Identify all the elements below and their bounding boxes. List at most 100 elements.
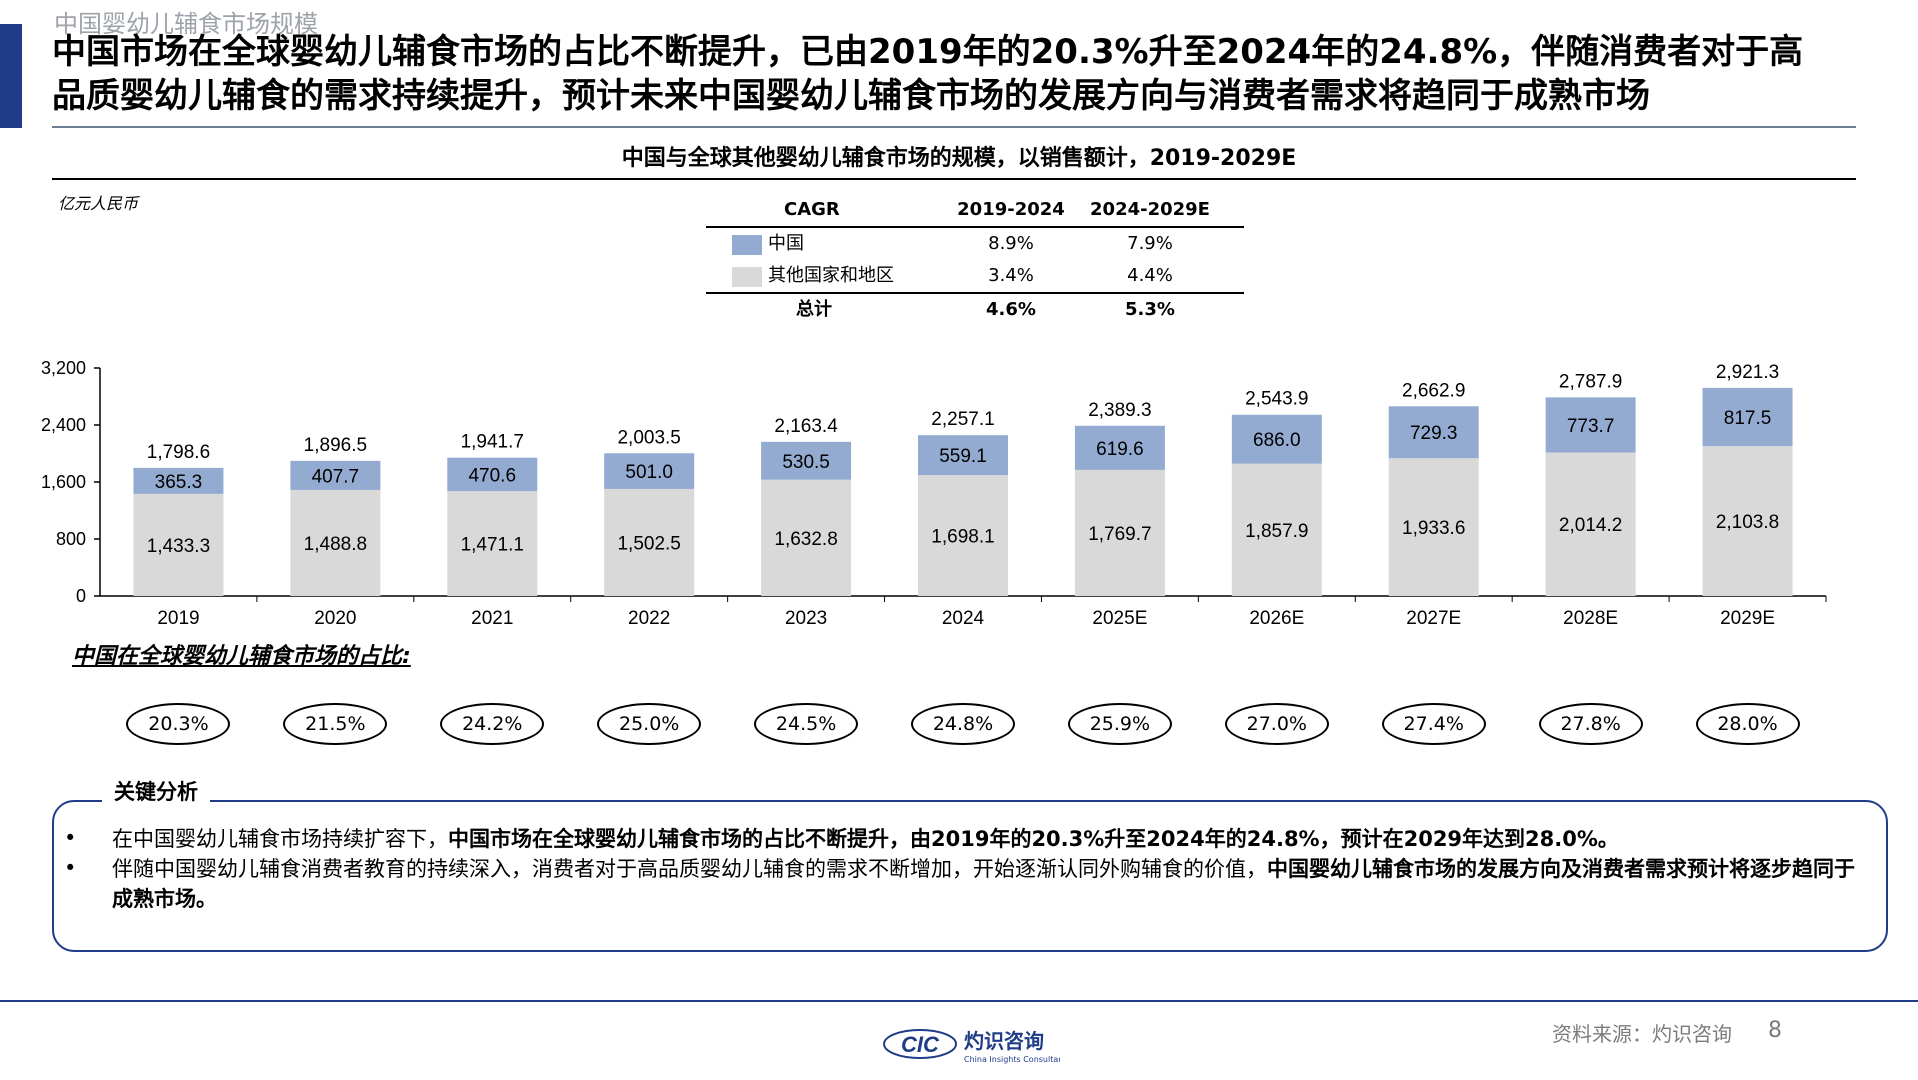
- key-analysis-title: 关键分析: [102, 776, 210, 806]
- logo-cn: 灼识咨询: [964, 1029, 1044, 1053]
- bar-segment-china: [761, 441, 852, 480]
- source-note: 资料来源：灼识咨询: [1552, 1022, 1732, 1046]
- y-tick-label: 800: [56, 529, 86, 549]
- bar-segment-china: [133, 467, 224, 494]
- china-share-title: 中国在全球婴幼儿辅食市场的占比:: [72, 644, 411, 669]
- china-share-badge: 27.8%: [1538, 703, 1643, 745]
- data-label-others: 1,698.1: [931, 527, 994, 548]
- bar-segment-others: [1388, 458, 1479, 596]
- data-label-others: 2,103.8: [1716, 512, 1779, 533]
- cagr-others-2019-2024: 3.4%: [988, 265, 1034, 286]
- china-share-badge: 24.5%: [754, 703, 859, 745]
- china-share-badge: 25.0%: [597, 703, 702, 745]
- cic-logo: CIC 灼识咨询 China Insights Consultancy: [880, 1024, 1073, 1072]
- total-label: 2,921.3: [1716, 362, 1779, 383]
- bar-segment-china: [1074, 425, 1165, 470]
- y-tick-label: 3,200: [41, 358, 86, 378]
- china-share-badge: 21.5%: [283, 703, 388, 745]
- bar-segment-others: [290, 489, 381, 596]
- data-label-others: 1,857.9: [1245, 521, 1308, 542]
- x-tick-label: 2027E: [1406, 608, 1461, 629]
- analysis-point-2-highlight: 中国婴幼儿辅食市场的发展方向及消费者需求预计将逐步趋同于成熟市场。: [112, 857, 1855, 911]
- total-label: 1,798.6: [147, 442, 210, 463]
- headline-line-1: 中国市场在全球婴幼儿辅食市场的占比不断提升，已由2019年的20.3%升至202…: [52, 32, 1804, 72]
- legend-label-china: 中国: [768, 233, 804, 254]
- total-label: 2,257.1: [931, 409, 994, 430]
- y-tick-label: 1,600: [41, 472, 86, 492]
- footer-divider: [0, 1000, 1918, 1002]
- total-label: 2,163.4: [774, 416, 838, 437]
- bar-segment-others: [1231, 463, 1322, 596]
- data-label-others: 1,502.5: [617, 533, 680, 554]
- legend-label-others: 其他国家和地区: [768, 265, 894, 286]
- bar-segment-others: [604, 488, 695, 596]
- cic-logo-mark: CIC 灼识咨询 China Insights Consultancy: [883, 1029, 1073, 1064]
- x-tick-label: 2019: [157, 608, 199, 629]
- bar-segment-china: [447, 457, 538, 492]
- total-label: 2,389.3: [1088, 400, 1151, 421]
- x-tick-label: 2028E: [1563, 608, 1618, 629]
- china-share-badge: 27.4%: [1381, 703, 1486, 745]
- china-share-badge: 24.8%: [911, 703, 1015, 745]
- data-label-china: 559.1: [939, 446, 987, 467]
- legend-swatch-others: [732, 267, 762, 287]
- bar-segment-others: [133, 493, 224, 596]
- cagr-table: CAGR 2019-2024 2024-2029E 中国 8.9% 7.9% 其…: [706, 194, 1244, 326]
- china-share-badge: 20.3%: [126, 703, 231, 745]
- accent-bar: [0, 24, 22, 128]
- bar-segment-china: [1231, 414, 1322, 464]
- key-analysis-box: [52, 800, 1888, 952]
- bar-segment-others: [1545, 452, 1636, 596]
- cagr-row-total: 总计 4.6% 5.3%: [706, 294, 1244, 326]
- china-share-badge: 28.0%: [1695, 703, 1800, 745]
- bullet-icon: •: [64, 826, 77, 850]
- x-tick-label: 2022: [628, 608, 670, 629]
- analysis-point-2-text: 伴随中国婴幼儿辅食消费者教育的持续深入，消费者对于高品质婴幼儿辅食的需求不断增加…: [112, 857, 1267, 881]
- section-label: 中国婴幼儿辅食市场规模: [54, 10, 318, 38]
- data-label-china: 773.7: [1567, 416, 1615, 437]
- x-tick-label: 2026E: [1249, 608, 1304, 629]
- data-label-others: 1,471.1: [461, 535, 524, 556]
- china-share-badge: 25.9%: [1067, 703, 1172, 745]
- data-label-china: 530.5: [782, 452, 830, 473]
- bar-segment-china: [918, 435, 1008, 476]
- data-label-china: 501.0: [625, 462, 673, 483]
- x-tick-label: 2023: [785, 608, 827, 629]
- total-label: 2,543.9: [1245, 389, 1308, 410]
- bar-segment-others: [918, 475, 1008, 596]
- data-label-china: 619.6: [1096, 439, 1144, 460]
- cagr-others-2024-2029: 4.4%: [1127, 265, 1173, 286]
- china-share-badge: 24.2%: [440, 703, 545, 745]
- page-number: 8: [1768, 1018, 1782, 1043]
- headline: 中国市场在全球婴幼儿辅食市场的占比不断提升，已由2019年的20.3%升至202…: [52, 30, 1892, 118]
- x-tick-label: 2021: [471, 608, 513, 629]
- data-label-others: 1,632.8: [774, 529, 837, 550]
- bar-segment-china: [1545, 397, 1636, 453]
- legend-swatch-china: [732, 235, 762, 255]
- bar-segment-others: [447, 491, 538, 596]
- bar-segment-china: [1702, 387, 1793, 447]
- cagr-divider: [706, 292, 1244, 294]
- cagr-header-row: CAGR 2019-2024 2024-2029E: [706, 194, 1244, 226]
- logo-en: China Insights Consultancy: [964, 1055, 1060, 1064]
- data-label-china: 365.3: [155, 472, 203, 493]
- data-label-china: 470.6: [468, 465, 516, 486]
- data-label-others: 1,769.7: [1088, 524, 1151, 545]
- stacked-bar-chart: 0 800 1,600 2,400 3,200 1,433.3 365.3 1,798.6 20…: [41, 358, 1827, 629]
- bar-segment-china: [604, 453, 695, 489]
- x-tick-label: 2020: [314, 608, 356, 629]
- china-share-badge: 27.0%: [1224, 703, 1329, 745]
- data-label-china: 817.5: [1724, 408, 1772, 429]
- cagr-total-label: 总计: [796, 299, 832, 320]
- headline-line-2: 品质婴幼儿辅食的需求持续提升，预计未来中国婴幼儿辅食市场的发展方向与消费者需求将…: [52, 76, 1650, 116]
- cagr-divider: [706, 226, 1244, 228]
- bar-segment-others: [1702, 446, 1793, 596]
- bar-segment-others: [1074, 469, 1165, 596]
- total-label: 2,787.9: [1559, 371, 1622, 392]
- cagr-total-2024-2029: 5.3%: [1125, 299, 1175, 320]
- bullet-icon: •: [64, 856, 77, 880]
- bar-segment-others: [761, 479, 852, 596]
- y-tick-label: 0: [76, 586, 86, 606]
- analysis-point-1-highlight: 中国市场在全球婴幼儿辅食市场的占比不断提升，由2019年的20.3%升至2024…: [448, 827, 1619, 851]
- total-label: 1,941.7: [461, 432, 524, 453]
